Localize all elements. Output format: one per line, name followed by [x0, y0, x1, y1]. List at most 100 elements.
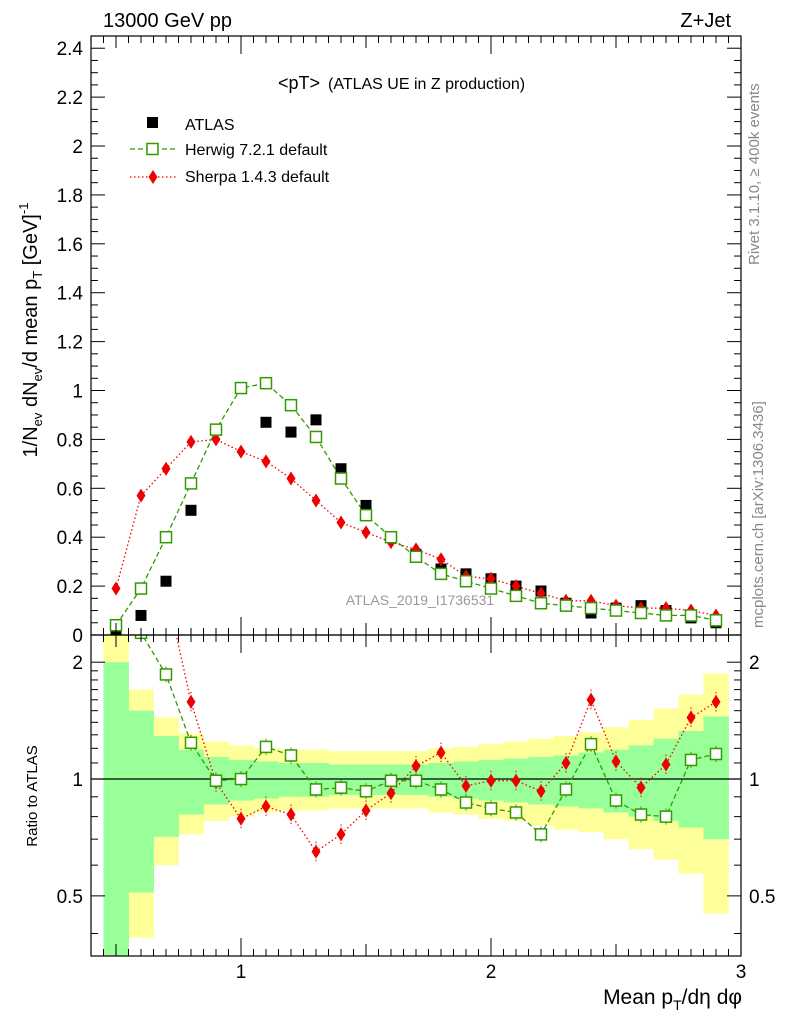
band-inner-24: [703, 716, 729, 840]
herwig-point-14: [459, 574, 473, 588]
herwig-point-11: [384, 530, 398, 544]
ratio-xtick-label: 2: [486, 962, 497, 983]
main-ytick-label: 1.8: [57, 186, 83, 207]
herwig-ratio-point-11: [384, 774, 398, 787]
herwig-point-1: [134, 582, 148, 595]
main-y-axis-label: 1/Nev dNev/d mean pT [GeV]-1: [16, 203, 45, 458]
plot-title: <pT>: [278, 73, 320, 93]
sherpa-point-3: [186, 434, 196, 449]
analysis-watermark: ATLAS_2019_I1736531: [346, 592, 495, 608]
legend-marker-atlas: [147, 117, 158, 128]
sherpa-main-line: [115, 438, 717, 617]
ratio-ytick-label-left: 1: [72, 770, 83, 791]
herwig-ratio-point-14: [459, 796, 473, 809]
sherpa-ratio-point-7: [286, 807, 296, 822]
sherpa-ratio-point-13: [436, 745, 446, 760]
ratio-ytick-label-left: 2: [72, 653, 83, 674]
herwig-point-12: [409, 550, 423, 564]
band-inner-2: [153, 736, 179, 837]
sherpa-point-10: [361, 525, 371, 540]
main-ytick-label: 0: [72, 626, 83, 647]
sherpa-point-6: [261, 454, 271, 469]
herwig-point-2: [159, 530, 173, 544]
x-axis-label: Mean pT/dη dφ: [603, 986, 742, 1013]
herwig-main-line: [115, 382, 717, 626]
sherpa-ratio-point-9: [336, 827, 346, 842]
herwig-ratio-point-18: [559, 783, 573, 796]
main-ytick-label: 2.2: [57, 88, 83, 109]
main-ytick-label: 1: [72, 382, 83, 403]
atlas-point-1: [135, 609, 147, 621]
sherpa-ratio-point-14: [461, 778, 471, 793]
herwig-ratio-point-10: [359, 785, 373, 798]
sherpa-ratio-point-10: [361, 803, 371, 818]
herwig-ratio-point-17: [534, 828, 548, 841]
sherpa-point-4: [211, 432, 221, 447]
herwig-ratio-point-5: [234, 772, 248, 786]
sherpa-ratio-point-19: [586, 692, 596, 707]
herwig-point-13: [434, 567, 448, 581]
herwig-ratio-point-13: [434, 783, 448, 796]
band-inner-3: [178, 749, 204, 815]
herwig-point-9: [334, 472, 348, 485]
sherpa-ratio-point-11: [386, 786, 396, 801]
legend: ATLAS Herwig 7.2.1 default Sherpa 1.4.3 …: [130, 117, 330, 186]
sherpa-point-7: [286, 471, 296, 486]
sherpa-ratio-point-3: [186, 694, 196, 709]
ratio-xtick-label: 1: [236, 962, 247, 983]
sherpa-point-0: [111, 581, 121, 596]
sherpa-ratio-point-8: [311, 844, 321, 859]
main-panel-marks: [109, 376, 723, 635]
ratio-y-axis-label: Ratio to ATLAS: [24, 745, 41, 846]
herwig-ratio-point-4: [209, 774, 223, 787]
band-inner-7: [278, 762, 304, 797]
atlas-point-7: [285, 426, 297, 438]
herwig-ratio-point-21: [634, 808, 648, 821]
herwig-ratio-point-6: [259, 740, 273, 754]
ratio-panel-underlay: [91, 635, 741, 956]
atlas-point-2: [160, 575, 172, 587]
ratio-panel-marks: [112, 421, 723, 862]
sherpa-point-5: [236, 444, 246, 459]
herwig-point-7: [284, 398, 298, 412]
atlas-point-8: [310, 414, 322, 426]
herwig-ratio-point-15: [484, 802, 498, 815]
mcplots-label: mcplots.cern.ch [arXiv:1306.3436]: [750, 401, 767, 628]
sherpa-ratio-point-15: [486, 773, 496, 788]
axes-frames: 0 0.2 0.4 0.6 0.8 1 1.2 1.4 1.6 1.8 2 2.2 2.4 1 2 3 0.5 0…: [57, 35, 775, 983]
herwig-point-3: [184, 477, 198, 490]
sherpa-ratio-point-5: [236, 811, 246, 826]
sherpa-ratio-point-6: [261, 799, 271, 814]
herwig-ratio-point-20: [609, 794, 623, 807]
herwig-point-15: [484, 582, 498, 595]
band-inner-22: [653, 738, 679, 821]
main-ytick-label: 2.4: [57, 39, 84, 60]
herwig-ratio-point-23: [684, 753, 698, 767]
sherpa-ratio-point-21: [636, 780, 646, 795]
herwig-point-21: [634, 606, 648, 620]
main-ytick-label: 1.2: [57, 333, 83, 354]
sherpa-ratio-point-0: [112, 421, 121, 435]
main-ytick-label: 0.6: [57, 479, 83, 500]
legend-marker-sherpa: [148, 170, 158, 184]
herwig-point-16: [509, 589, 523, 603]
band-inner-0: [103, 662, 129, 956]
band-inner-1: [128, 710, 154, 893]
plot-subtitle: (ATLAS UE in Z production): [328, 76, 525, 93]
ratio-ytick-label-left: 0.5: [57, 887, 83, 908]
atlas-point-3: [185, 504, 197, 516]
herwig-point-24: [709, 614, 723, 627]
sherpa-ratio-point-12: [411, 759, 421, 774]
herwig-point-6: [259, 376, 273, 390]
sherpa-point-17: [536, 586, 546, 601]
herwig-point-19: [584, 601, 598, 615]
main-ytick-label: 0.4: [57, 528, 84, 549]
ratio-xtick-label: 3: [736, 962, 747, 983]
sherpa-point-13: [436, 552, 446, 567]
main-ytick-label: 0.8: [57, 430, 83, 451]
herwig-ratio-point-9: [334, 781, 348, 794]
herwig-point-8: [309, 430, 323, 444]
ratio-ytick-label-right: 1: [749, 770, 760, 791]
legend-label-herwig: Herwig 7.2.1 default: [185, 142, 328, 159]
